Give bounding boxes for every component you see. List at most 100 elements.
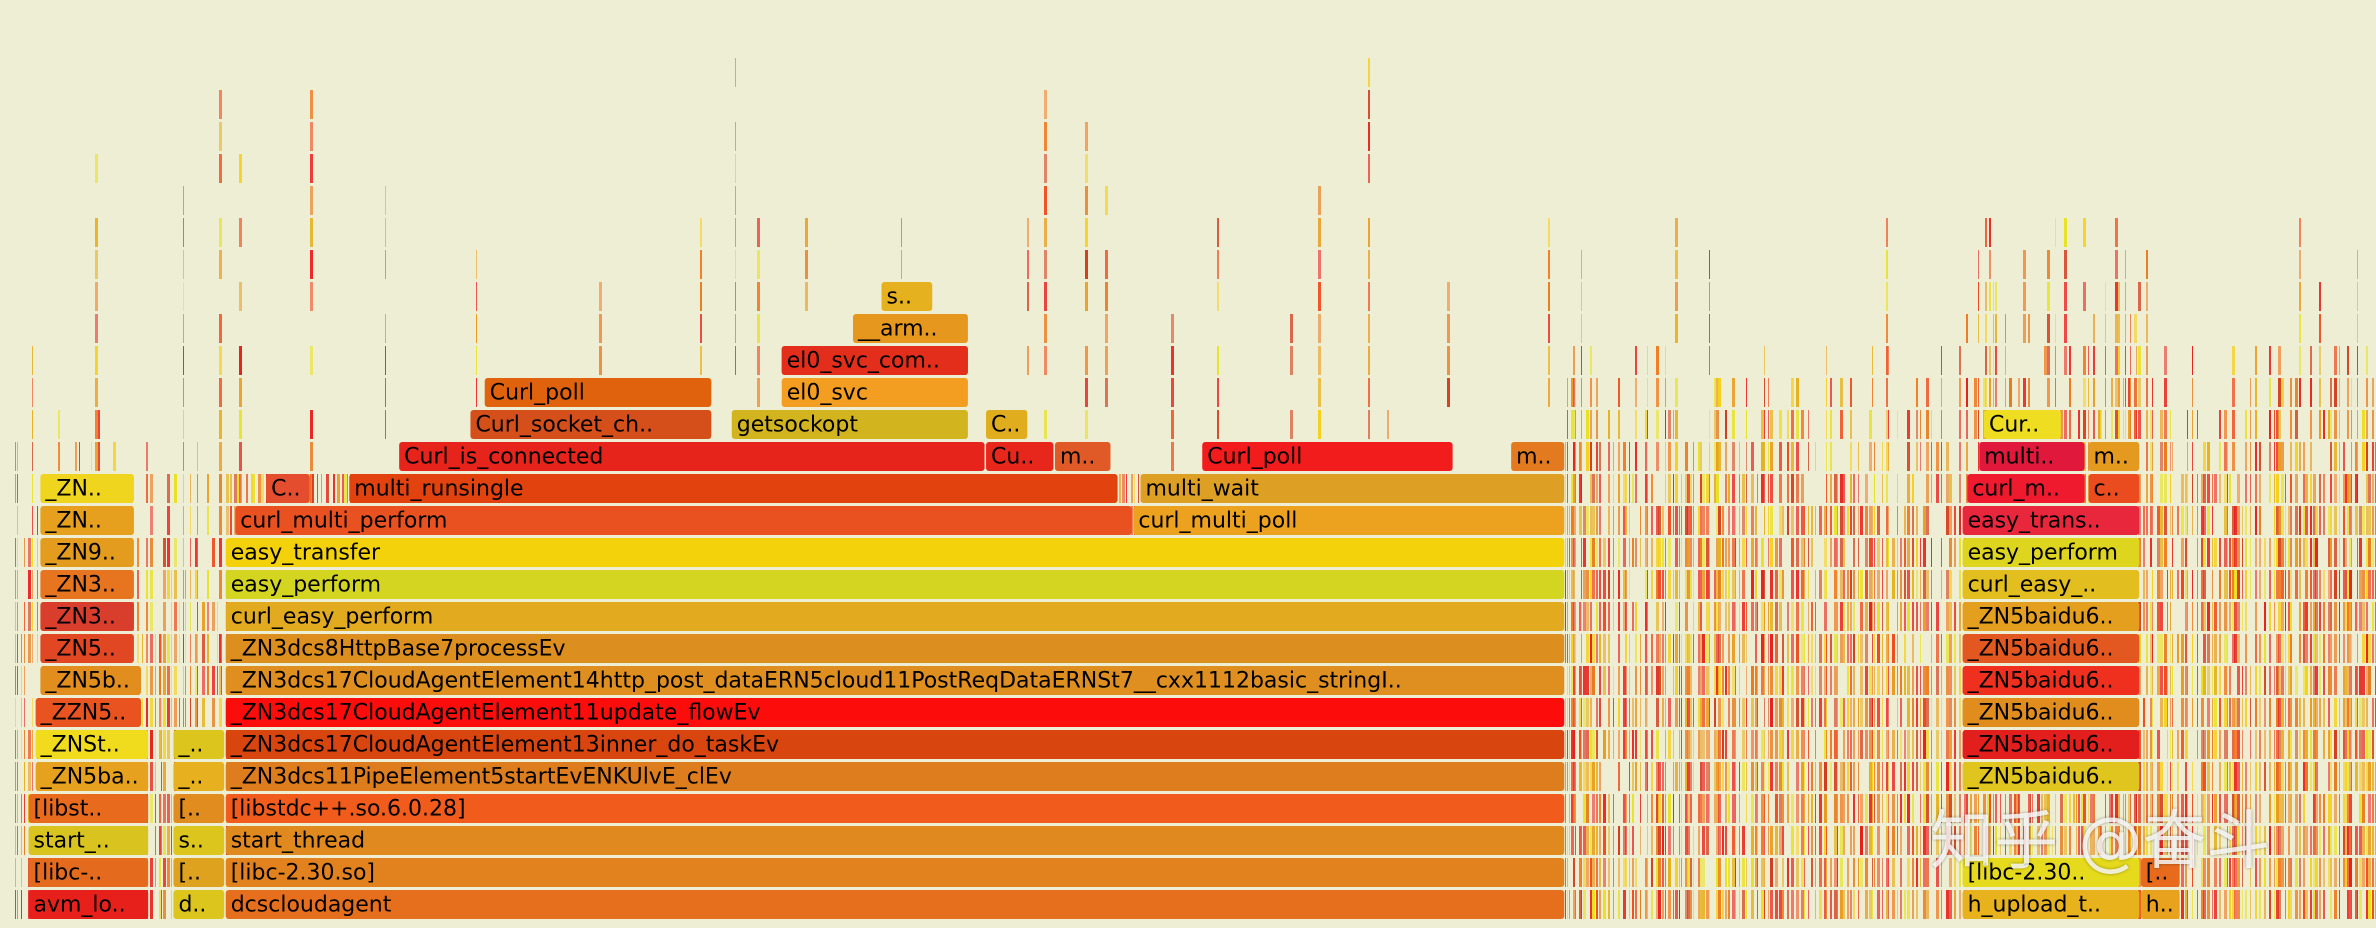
noise-stripe xyxy=(171,698,172,727)
noise-stripe xyxy=(21,666,22,695)
noise-stripe xyxy=(1368,314,1370,343)
noise-stripe xyxy=(98,410,100,439)
noise-stripe xyxy=(757,218,760,247)
noise-stripe xyxy=(37,570,38,599)
noise-stripe xyxy=(1044,314,1047,343)
noise-stripe xyxy=(246,474,248,503)
noise-stripe xyxy=(95,314,98,343)
noise-stripe xyxy=(219,346,222,375)
noise-stripe xyxy=(212,538,215,567)
noise-stripe xyxy=(385,186,386,215)
noise-stripe xyxy=(155,730,156,759)
noise-stripe xyxy=(190,506,191,535)
noise-stripe xyxy=(163,666,166,695)
noise-stripe xyxy=(58,442,60,471)
noise-stripe xyxy=(150,762,153,791)
noise-stripe xyxy=(1290,314,1293,343)
noise-stripe xyxy=(1085,250,1088,279)
noise-stripe xyxy=(385,218,386,247)
noise-stripe xyxy=(75,442,77,471)
noise-stripe xyxy=(15,826,16,855)
noise-stripe xyxy=(32,538,33,567)
noise-stripe xyxy=(171,858,172,887)
noise-stripe xyxy=(476,282,477,311)
noise-stripe xyxy=(155,794,156,823)
noise-stripe xyxy=(163,794,166,823)
noise-stripe xyxy=(197,666,198,695)
noise-stripe xyxy=(167,538,170,567)
noise-stripe xyxy=(183,314,184,343)
noise-stripe xyxy=(226,506,229,535)
noise-stripe xyxy=(1171,314,1174,343)
noise-stripe xyxy=(385,314,386,343)
noise-stripe xyxy=(155,762,156,791)
noise-stripe xyxy=(159,794,161,823)
noise-stripe xyxy=(15,602,16,631)
noise-stripe xyxy=(1085,218,1088,247)
noise-stripe xyxy=(183,698,184,727)
noise-stripe xyxy=(1085,154,1088,183)
noise-stripe xyxy=(239,218,242,247)
noise-stripe xyxy=(113,442,116,471)
noise-stripe xyxy=(344,474,347,503)
noise-stripe xyxy=(190,538,191,567)
noise-stripe xyxy=(159,890,161,919)
noise-stripe xyxy=(159,698,161,727)
noise-stripe xyxy=(79,442,80,471)
noise-stripe xyxy=(32,474,33,503)
noise-stripe xyxy=(171,602,172,631)
noise-stripe xyxy=(17,794,18,823)
noise-stripe xyxy=(476,314,477,343)
noise-stripe xyxy=(15,794,16,823)
noise-stripe xyxy=(179,602,180,631)
noise-stripe xyxy=(700,314,702,343)
noise-stripe xyxy=(1044,218,1047,247)
noise-stripe xyxy=(1027,346,1029,375)
noise-stripe xyxy=(805,218,808,247)
noise-stripe xyxy=(1027,218,1029,247)
noise-stripe xyxy=(150,890,153,919)
noise-stripe xyxy=(183,410,184,439)
noise-stripe xyxy=(174,570,177,599)
noise-stripe xyxy=(167,826,170,855)
noise-stripe xyxy=(217,602,218,631)
noise-stripe xyxy=(95,250,98,279)
noise-stripe xyxy=(146,538,148,567)
noise-stripe xyxy=(32,442,33,471)
noise-stripe xyxy=(24,666,25,695)
noise-stripe xyxy=(599,314,602,343)
noise-stripe xyxy=(476,250,477,279)
noise-stripe xyxy=(1217,282,1219,311)
noise-stripe xyxy=(163,602,166,631)
noise-stripe xyxy=(221,698,222,727)
noise-stripe xyxy=(1368,282,1370,311)
noise-stripe xyxy=(197,602,198,631)
noise-stripe xyxy=(146,666,148,695)
noise-stripe xyxy=(167,506,170,535)
noise-stripe xyxy=(150,730,153,759)
noise-stripe xyxy=(183,602,184,631)
noise-stripe xyxy=(1044,250,1047,279)
noise-stripe xyxy=(155,698,156,727)
noise-stripe xyxy=(32,378,33,407)
noise-stripe xyxy=(385,410,386,439)
noise-stripe xyxy=(212,602,215,631)
noise-stripe xyxy=(1368,218,1370,247)
noise-stripe xyxy=(150,858,153,887)
noise-stripe xyxy=(1085,346,1088,375)
noise-stripe xyxy=(1171,442,1174,471)
noise-stripe xyxy=(167,474,170,503)
noise-stripe xyxy=(150,794,153,823)
noise-stripe xyxy=(221,666,222,695)
noise-stripe xyxy=(195,570,198,599)
noise-stripe xyxy=(95,218,98,247)
noise-stripe xyxy=(1105,282,1108,311)
noise-stripe xyxy=(1044,186,1047,215)
noise-stripe xyxy=(98,442,100,471)
noise-stripe xyxy=(230,506,232,535)
noise-stripe xyxy=(239,346,242,375)
noise-stripe xyxy=(1368,90,1370,119)
noise-stripe xyxy=(219,154,222,183)
noise-stripe xyxy=(251,474,253,503)
